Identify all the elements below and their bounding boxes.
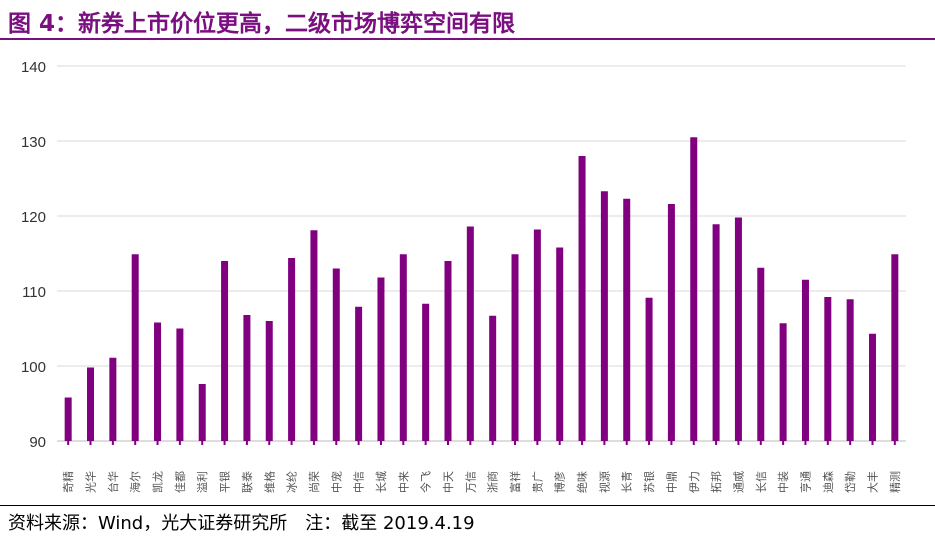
bar	[667, 204, 675, 441]
x-tick-label: 通威	[732, 471, 745, 493]
bar	[109, 357, 117, 441]
bar	[310, 230, 318, 441]
x-tick-label: 大丰	[865, 471, 879, 493]
bar	[87, 367, 95, 441]
x-tick-label: 冰纶	[285, 471, 299, 493]
bar	[779, 323, 787, 441]
bar	[757, 267, 765, 441]
bar	[332, 268, 340, 441]
x-tick-label: 万信	[464, 471, 477, 493]
bar	[198, 384, 206, 441]
x-tick-label: 尚荣	[307, 471, 321, 493]
bar	[64, 397, 72, 441]
bar	[846, 299, 854, 441]
footer-divider	[0, 505, 935, 506]
bar	[801, 279, 809, 441]
x-tick-label: 中鼎	[665, 471, 678, 493]
bar	[511, 254, 519, 441]
bar	[422, 303, 430, 441]
x-tick-label: 佳都	[173, 471, 187, 493]
bar	[712, 224, 720, 441]
x-tick-label: 岱勒	[843, 471, 857, 493]
bar	[891, 254, 899, 441]
bar	[623, 198, 631, 441]
bar	[466, 226, 474, 441]
bar	[221, 261, 229, 441]
x-tick-label: 拓邦	[709, 471, 723, 493]
x-tick-label: 今飞	[419, 471, 433, 493]
bar	[824, 297, 832, 441]
x-tick-label: 伊力	[688, 471, 701, 493]
figure-title: 图 4：新券上市价位更高，二级市场博弈空间有限	[8, 11, 516, 37]
bar	[154, 322, 162, 441]
title-divider	[0, 38, 935, 40]
x-tick-label: 中宠	[329, 471, 343, 493]
y-tick-label: 140	[21, 59, 46, 76]
bar	[444, 261, 452, 441]
bar	[578, 156, 586, 441]
y-tick-label: 110	[22, 284, 46, 301]
x-tick-label: 绝味	[575, 471, 589, 493]
bar-chart: 90 100 110 120 130 140 奇精 光华 台华 海尔 凯龙 佳都 溢利 平银 联泰 维格 冰纶尚…	[21, 59, 906, 493]
source-note: 资料来源：Wind，光大证券研究所 注：截至 2019.4.19	[8, 513, 475, 534]
x-tick-label: 中天	[442, 471, 455, 493]
x-tick-label: 溢利	[195, 471, 209, 493]
bar	[131, 254, 139, 441]
bar	[399, 254, 407, 441]
bar	[556, 247, 564, 441]
bar	[176, 328, 184, 441]
bar	[734, 217, 742, 441]
x-tick-label: 贵广	[531, 471, 544, 493]
x-tick-label: 光华	[84, 471, 98, 493]
x-tick-label: 台华	[106, 471, 120, 493]
bar	[600, 191, 608, 441]
x-tick-label: 长城	[375, 471, 388, 493]
x-tick-label: 奇精	[62, 471, 75, 493]
bar	[868, 333, 876, 441]
bar	[489, 315, 497, 441]
bar	[243, 315, 251, 441]
y-tick-label: 130	[21, 134, 46, 151]
x-tick-label: 博彦	[553, 471, 567, 493]
x-tick-label: 中装	[777, 471, 790, 493]
x-tick-label: 平银	[218, 471, 232, 493]
x-tick-label: 维格	[262, 471, 276, 493]
x-tick-label: 富祥	[508, 471, 522, 493]
bar	[690, 137, 698, 441]
x-tick-label: 精测	[889, 471, 902, 493]
x-tick-label: 中来	[397, 471, 410, 493]
x-tick-label: 浙商	[486, 471, 500, 493]
x-tick-label: 长青	[621, 471, 634, 493]
x-tick-label: 长信	[755, 471, 768, 493]
x-tick-label: 联泰	[240, 471, 254, 493]
y-tick-label: 90	[29, 434, 46, 451]
bar	[377, 277, 385, 441]
bar	[533, 229, 541, 441]
x-tick-label: 凯龙	[152, 471, 165, 493]
x-tick-label: 迪森	[821, 471, 835, 493]
x-tick-label: 视源	[597, 471, 611, 493]
bar	[355, 306, 363, 441]
x-tick-label: 苏银	[642, 471, 656, 493]
bar	[645, 297, 653, 441]
y-tick-label: 120	[21, 209, 46, 226]
bar	[265, 321, 273, 441]
x-tick-label: 中信	[353, 471, 366, 493]
bar	[288, 258, 296, 441]
x-tick-label: 海尔	[128, 471, 142, 493]
y-tick-label: 100	[21, 359, 46, 376]
x-tick-label: 亨通	[798, 471, 812, 493]
